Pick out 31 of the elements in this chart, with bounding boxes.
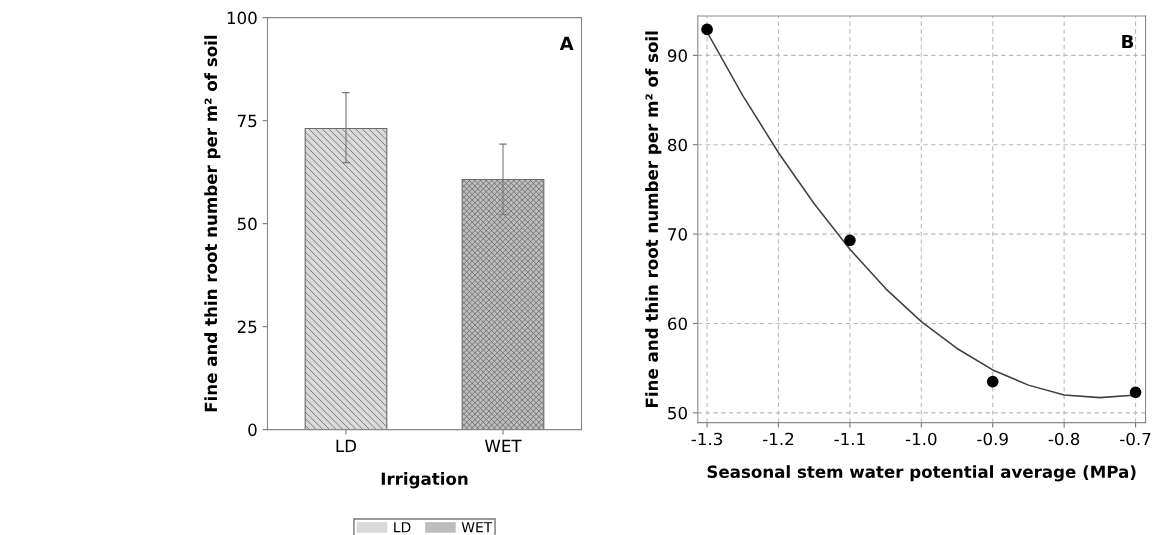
y-tick-label: 60 — [668, 317, 687, 331]
annotation: A — [559, 36, 574, 50]
y-tick-label: 70 — [668, 228, 687, 241]
legend-label: LD — [394, 522, 411, 533]
x-axis-title: Irrigation — [381, 472, 468, 489]
y-tick-label: 50 — [237, 217, 257, 231]
x-tick-label: -1.0 — [905, 432, 937, 446]
y-tick-label: 90 — [667, 49, 687, 62]
point — [701, 23, 713, 36]
x-tick-label: LD — [336, 439, 357, 452]
x-tick-label: -0.7 — [1120, 432, 1151, 446]
y-axis-title: Fine and thin root number per m² of soil — [204, 35, 221, 412]
y-tick-label: 100 — [227, 11, 257, 25]
x-tick-label: WET — [484, 439, 522, 452]
y-axis-title: Fine and thin root number per m² of soil — [645, 31, 662, 408]
legend-label: WET — [461, 522, 493, 533]
x-tick-label: -0.9 — [977, 432, 1008, 446]
x-tick-label: -0.8 — [1048, 432, 1080, 446]
y-tick-label: 75 — [237, 114, 257, 128]
y-tick-label: 50 — [668, 406, 687, 420]
x-tick-label: -1.1 — [834, 432, 865, 446]
point — [986, 375, 999, 388]
point — [1129, 386, 1142, 399]
y-tick-label: 0 — [248, 423, 257, 437]
y-tick-label: 25 — [237, 320, 257, 334]
x-tick-label: -1.2 — [763, 432, 794, 446]
point — [844, 234, 856, 247]
y-tick-label: 80 — [668, 138, 687, 152]
x-axis-title: Seasonal stem water potential average (MPa) — [707, 465, 1136, 482]
x-tick-label: -1.3 — [691, 432, 723, 446]
annotation: B — [1122, 34, 1134, 49]
